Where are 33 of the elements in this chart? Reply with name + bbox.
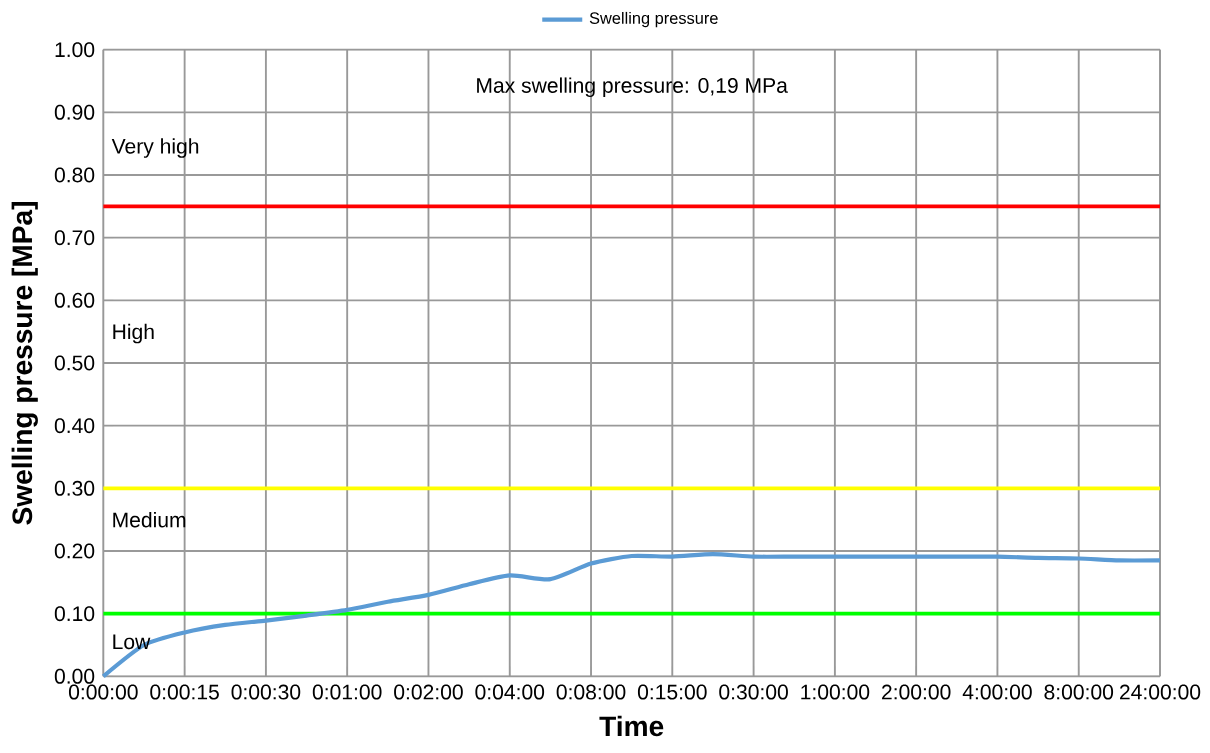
x-tick-label: 0:30:00 [719, 684, 788, 700]
x-tick-label: 8:00:00 [1044, 684, 1114, 700]
y-tick-label: 0.90 [54, 104, 95, 120]
x-tick-label: 1:00:00 [801, 684, 870, 700]
y-tick-label: 0.50 [54, 355, 95, 371]
annotation: Very high [111, 138, 199, 158]
x-tick-label: 4:00:00 [962, 684, 1032, 700]
x-tick-label: 0:02:00 [394, 684, 463, 700]
x-tick-label: 0:00:00 [68, 684, 138, 700]
annotation: Medium [113, 511, 186, 528]
x-tick-label: 2:00:00 [882, 684, 951, 700]
y-tick-label: 0.60 [54, 292, 95, 308]
x-axis-title: Time [599, 715, 664, 737]
x-tick-label: 0:04:00 [475, 684, 545, 700]
y-tick-label: 0.20 [54, 543, 95, 559]
y-tick-label: 0.40 [54, 418, 95, 434]
y-tick-label: 1.00 [55, 42, 95, 58]
legend-label: Swelling pressure [589, 11, 718, 28]
x-tick-label: 0:01:00 [312, 684, 382, 700]
y-tick-label: 0.00 [54, 668, 95, 684]
annotation: High [113, 323, 154, 344]
y-tick-label: 0.10 [54, 606, 95, 622]
y-tick-label: 0.30 [54, 480, 95, 496]
annotation: Max swelling pressure: 0,19 MPa [477, 77, 788, 98]
y-tick-label: 0.70 [54, 230, 95, 246]
y-axis-title: Swelling pressure [MPa] [11, 202, 38, 525]
x-tick-label: 0:00:15 [150, 684, 219, 700]
y-tick-label: 0.80 [54, 167, 95, 183]
x-tick-label: 0:00:30 [231, 684, 301, 700]
x-tick-label: 0:15:00 [637, 684, 707, 700]
annotation: Low [113, 634, 151, 650]
x-tick-label: 0:08:00 [556, 684, 626, 700]
x-tick-label: 24:00:00 [1120, 684, 1201, 700]
